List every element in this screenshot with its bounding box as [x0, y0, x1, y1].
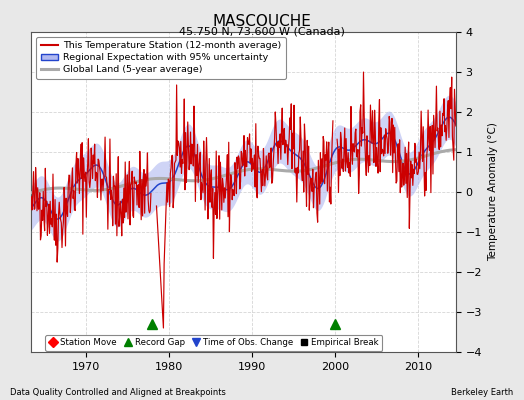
Text: 45.750 N, 73.600 W (Canada): 45.750 N, 73.600 W (Canada) [179, 26, 345, 36]
Text: Berkeley Earth: Berkeley Earth [451, 388, 514, 397]
Text: MASCOUCHE: MASCOUCHE [213, 14, 311, 29]
Legend: Station Move, Record Gap, Time of Obs. Change, Empirical Break: Station Move, Record Gap, Time of Obs. C… [46, 335, 383, 351]
Y-axis label: Temperature Anomaly (°C): Temperature Anomaly (°C) [488, 122, 498, 262]
Text: Data Quality Controlled and Aligned at Breakpoints: Data Quality Controlled and Aligned at B… [10, 388, 226, 397]
